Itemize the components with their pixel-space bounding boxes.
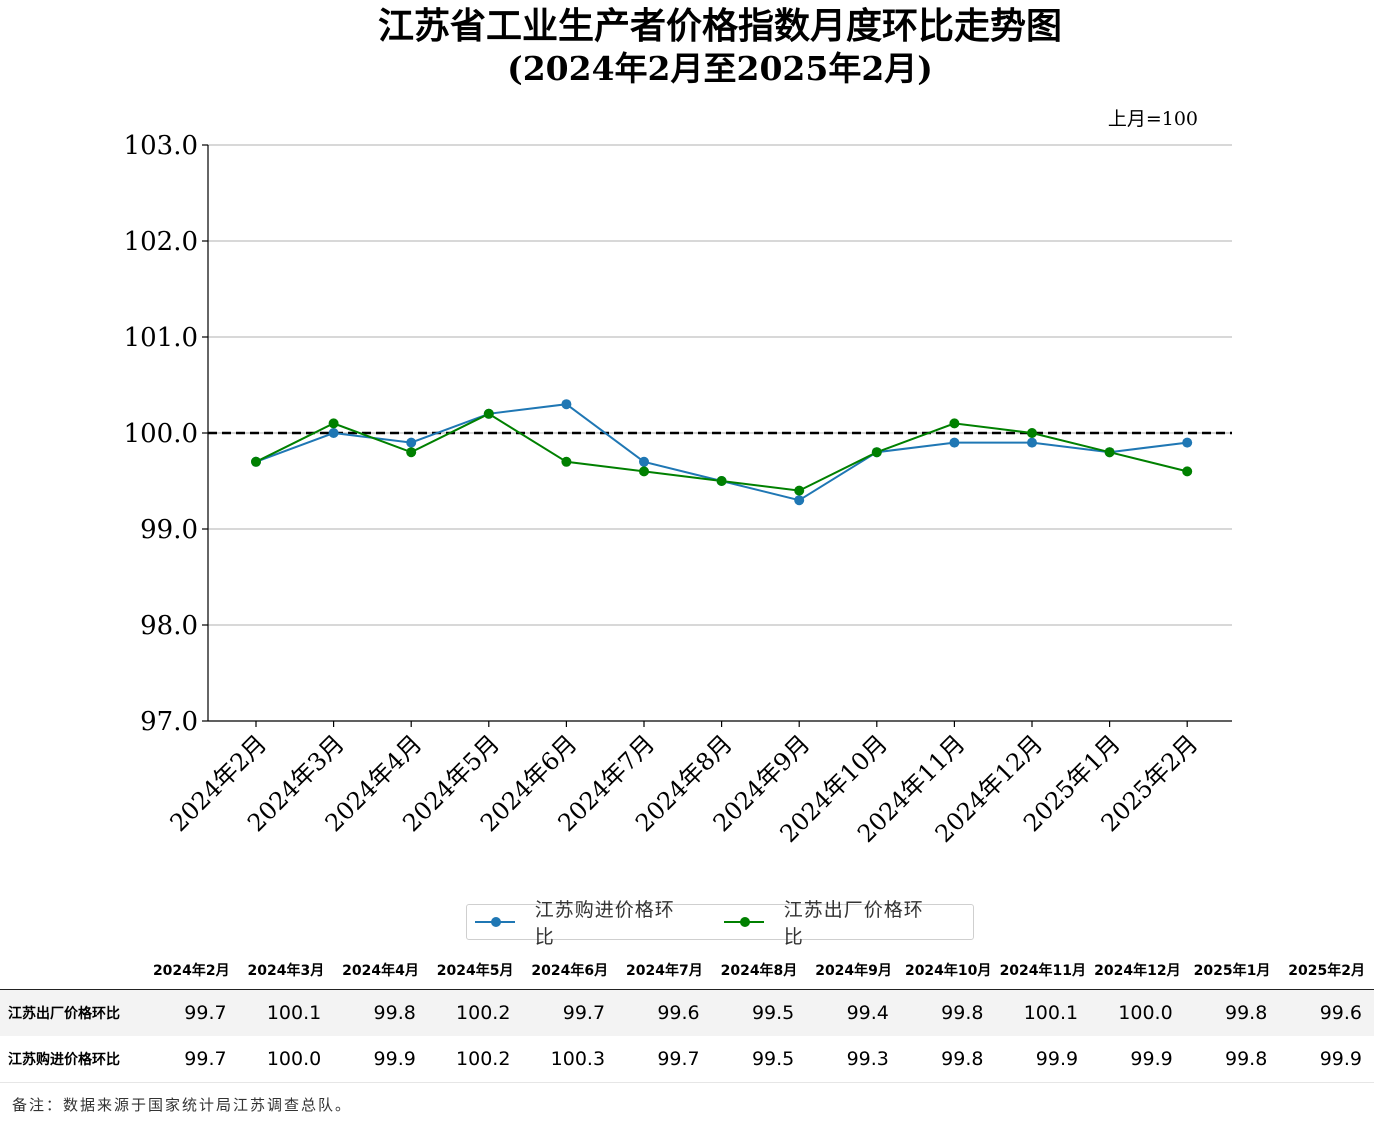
table-header-cell: 2025年1月 <box>1184 951 1280 990</box>
table-cell: 100.1 <box>238 989 334 1036</box>
table-header-cell: 2024年12月 <box>1090 951 1185 990</box>
series-ex-factory-point <box>1027 428 1037 438</box>
table-cell: 99.8 <box>900 989 996 1036</box>
table-cell: 99.5 <box>711 1036 807 1083</box>
series-ex-factory-point <box>251 456 261 467</box>
legend-label-purchase: 江苏购进价格环比 <box>534 899 675 948</box>
series-purchase-point <box>1182 437 1193 448</box>
table-cell: 100.1 <box>995 989 1091 1036</box>
series-purchase-point <box>561 399 572 410</box>
chart-subtitle: (2024年2月至2025年2月) <box>507 49 933 88</box>
legend: 江苏购进价格环比 江苏出厂价格环比 <box>466 899 974 948</box>
series-ex-factory-point <box>639 466 649 477</box>
series-ex-factory-point <box>794 485 805 496</box>
table-header-row: 2024年2月 2024年3月 2024年4月 2024年5月 2024年6月 2024年… <box>0 951 1374 990</box>
table-header-cell: 2024年5月 <box>427 951 523 990</box>
table-cell: 99.6 <box>617 989 712 1036</box>
series-ex-factory-point <box>716 476 727 486</box>
series-ex-factory-point <box>1104 447 1115 458</box>
table-cell: 99.9 <box>333 1036 428 1083</box>
series-ex-factory-point <box>871 447 882 458</box>
table-header-cell: 2024年2月 <box>144 951 239 990</box>
table-cell: 99.6 <box>1279 989 1374 1036</box>
table-cell: 99.8 <box>900 1036 996 1083</box>
table-cell: 100.3 <box>522 1036 618 1083</box>
table-cell: 100.0 <box>1090 989 1185 1036</box>
table-header-cell: 2024年9月 <box>806 951 901 990</box>
table-row-label: 江苏出厂价格环比 <box>0 989 144 1036</box>
table-cell: 99.9 <box>995 1036 1091 1083</box>
series-purchase-point <box>1027 437 1037 448</box>
table-cell: 99.7 <box>522 989 618 1036</box>
table-cell: 99.9 <box>1279 1036 1374 1083</box>
legend-label-ex-factory: 江苏出厂价格环比 <box>783 899 924 948</box>
table-cell: 100.0 <box>238 1036 334 1083</box>
series-ex-factory-point <box>328 418 339 429</box>
table-corner-cell <box>0 951 144 990</box>
legend-swatch-purchase <box>475 915 515 929</box>
table-cell: 100.2 <box>427 1036 523 1083</box>
series-ex-factory-point <box>1182 466 1193 477</box>
series-purchase-point <box>794 495 805 506</box>
table-cell: 99.7 <box>144 1036 239 1083</box>
series-ex-factory-point <box>406 447 417 458</box>
series-purchase-point <box>328 428 339 438</box>
table-cell: 99.7 <box>144 989 239 1036</box>
y-tick-label: 99.0 <box>140 515 198 545</box>
table-header-cell: 2024年11月 <box>995 951 1091 990</box>
y-tick-label: 98.0 <box>140 611 198 641</box>
table-header-cell: 2024年6月 <box>522 951 618 990</box>
series-purchase-point <box>639 456 649 467</box>
y-tick-label: 100.0 <box>124 419 198 449</box>
series-ex-factory-point <box>561 456 572 467</box>
table-cell: 99.8 <box>333 989 428 1036</box>
legend-item-purchase: 江苏购进价格环比 <box>475 895 686 949</box>
chart-title: 江苏省工业生产者价格指数月度环比走势图 <box>378 5 1062 47</box>
table-cell: 99.9 <box>1090 1036 1185 1083</box>
table-body: 江苏出厂价格环比 99.7 100.1 99.8 100.2 99.7 99.6 99.5 99… <box>0 989 1374 1083</box>
legend-swatch-ex-factory <box>724 915 764 929</box>
x-tick-labels: 2024年2月2024年3月2024年4月2024年5月2024年6月2024年… <box>165 729 1204 848</box>
table-row: 江苏购进价格环比 99.7 100.0 99.9 100.2 100.3 99.7 99.5 9… <box>0 1036 1374 1083</box>
legend-item-ex-factory: 江苏出厂价格环比 <box>724 895 935 949</box>
series-group <box>251 399 1193 506</box>
table-cell: 100.2 <box>427 989 523 1036</box>
table-header-cell: 2025年2月 <box>1279 951 1374 990</box>
table-cell: 99.5 <box>711 989 807 1036</box>
table-row: 江苏出厂价格环比 99.7 100.1 99.8 100.2 99.7 99.6 99.5 99… <box>0 989 1374 1036</box>
table-cell: 99.4 <box>806 989 901 1036</box>
y-tick-label: 102.0 <box>124 227 198 257</box>
series-purchase-point <box>949 437 960 448</box>
table-cell: 99.3 <box>806 1036 901 1083</box>
unit-note: 上月=100 <box>1108 108 1198 130</box>
series-ex-factory-point <box>949 418 960 429</box>
table-cell: 99.7 <box>617 1036 712 1083</box>
table-header-cell: 2024年8月 <box>711 951 807 990</box>
y-tick-label: 97.0 <box>140 707 198 737</box>
y-tick-label: 103.0 <box>124 131 198 161</box>
table-row-label: 江苏购进价格环比 <box>0 1036 144 1083</box>
table-cell: 99.8 <box>1184 989 1280 1036</box>
data-table: 2024年2月 2024年3月 2024年4月 2024年5月 2024年6月 2024年… <box>0 951 1374 1083</box>
table-header-cell: 2024年3月 <box>238 951 334 990</box>
series-purchase-point <box>406 437 417 448</box>
line-chart: 江苏省工业生产者价格指数月度环比走势图 (2024年2月至2025年2月) 上月… <box>124 5 1232 848</box>
table-header-cell: 2024年7月 <box>617 951 712 990</box>
footnote: 备注：数据来源于国家统计局江苏调查总队。 <box>12 1096 353 1114</box>
table-cell: 99.8 <box>1184 1036 1280 1083</box>
series-ex-factory-point <box>483 408 494 419</box>
y-tick-label: 101.0 <box>124 323 198 353</box>
table-header-cell: 2024年10月 <box>900 951 996 990</box>
y-tick-labels: 103.0 102.0 101.0 100.0 99.0 98.0 97.0 <box>124 131 198 737</box>
table-header-cell: 2024年4月 <box>333 951 428 990</box>
